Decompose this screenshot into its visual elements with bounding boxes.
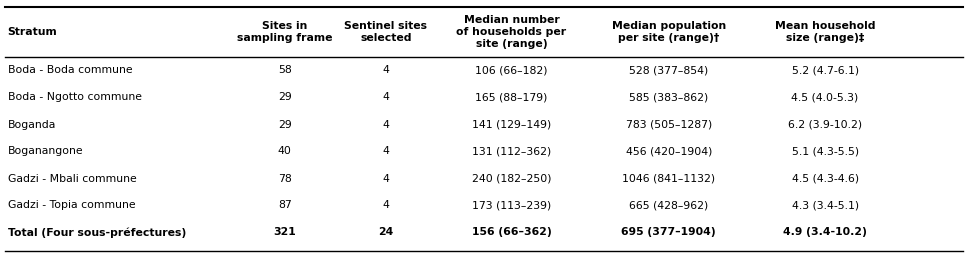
Text: Median number
of households per
site (range): Median number of households per site (ra… bbox=[456, 15, 566, 49]
Text: 4.3 (3.4-5.1): 4.3 (3.4-5.1) bbox=[791, 200, 859, 211]
Text: Mean household
size (range)‡: Mean household size (range)‡ bbox=[775, 21, 875, 43]
Text: 321: 321 bbox=[273, 228, 296, 238]
Text: 156 (66–362): 156 (66–362) bbox=[472, 228, 551, 238]
Text: Median population
per site (range)†: Median population per site (range)† bbox=[612, 21, 726, 43]
Text: 4: 4 bbox=[382, 200, 390, 211]
Text: Boda - Ngotto commune: Boda - Ngotto commune bbox=[8, 93, 142, 102]
Text: Boganangone: Boganangone bbox=[8, 147, 83, 157]
Text: 783 (505–1287): 783 (505–1287) bbox=[625, 119, 712, 130]
Text: 165 (88–179): 165 (88–179) bbox=[476, 93, 548, 102]
Text: 40: 40 bbox=[278, 147, 291, 157]
Text: 665 (428–962): 665 (428–962) bbox=[629, 200, 708, 211]
Text: 240 (182–250): 240 (182–250) bbox=[472, 173, 551, 183]
Text: 131 (112–362): 131 (112–362) bbox=[472, 147, 551, 157]
Text: Total (Four sous-préfectures): Total (Four sous-préfectures) bbox=[8, 227, 186, 238]
Text: 5.2 (4.7-6.1): 5.2 (4.7-6.1) bbox=[791, 66, 859, 76]
Text: 58: 58 bbox=[278, 66, 291, 76]
Text: 4.5 (4.3-4.6): 4.5 (4.3-4.6) bbox=[791, 173, 859, 183]
Text: 87: 87 bbox=[278, 200, 291, 211]
Text: 4.9 (3.4-10.2): 4.9 (3.4-10.2) bbox=[784, 228, 867, 238]
Text: 695 (377–1904): 695 (377–1904) bbox=[621, 228, 716, 238]
Text: 1046 (841–1132): 1046 (841–1132) bbox=[622, 173, 715, 183]
Text: 106 (66–182): 106 (66–182) bbox=[475, 66, 548, 76]
Text: 6.2 (3.9-10.2): 6.2 (3.9-10.2) bbox=[788, 119, 862, 130]
Text: Boganda: Boganda bbox=[8, 119, 56, 130]
Text: 4: 4 bbox=[382, 93, 390, 102]
Text: 4: 4 bbox=[382, 66, 390, 76]
Text: 585 (383–862): 585 (383–862) bbox=[629, 93, 708, 102]
Text: Gadzi - Mbali commune: Gadzi - Mbali commune bbox=[8, 173, 136, 183]
Text: 4.5 (4.0-5.3): 4.5 (4.0-5.3) bbox=[791, 93, 859, 102]
Text: Sites in
sampling frame: Sites in sampling frame bbox=[237, 21, 332, 43]
Text: 4: 4 bbox=[382, 147, 390, 157]
Text: Sentinel sites
selected: Sentinel sites selected bbox=[345, 21, 427, 43]
Text: Stratum: Stratum bbox=[8, 27, 58, 37]
Text: 29: 29 bbox=[278, 119, 291, 130]
Text: 78: 78 bbox=[278, 173, 291, 183]
Text: Boda - Boda commune: Boda - Boda commune bbox=[8, 66, 132, 76]
Text: 29: 29 bbox=[278, 93, 291, 102]
Text: 4: 4 bbox=[382, 173, 390, 183]
Text: Gadzi - Topia commune: Gadzi - Topia commune bbox=[8, 200, 135, 211]
Text: 173 (113–239): 173 (113–239) bbox=[472, 200, 551, 211]
Text: 456 (420–1904): 456 (420–1904) bbox=[625, 147, 712, 157]
Text: 5.1 (4.3-5.5): 5.1 (4.3-5.5) bbox=[791, 147, 859, 157]
Text: 4: 4 bbox=[382, 119, 390, 130]
Text: 24: 24 bbox=[378, 228, 394, 238]
Text: 141 (129–149): 141 (129–149) bbox=[472, 119, 551, 130]
Text: 528 (377–854): 528 (377–854) bbox=[629, 66, 708, 76]
